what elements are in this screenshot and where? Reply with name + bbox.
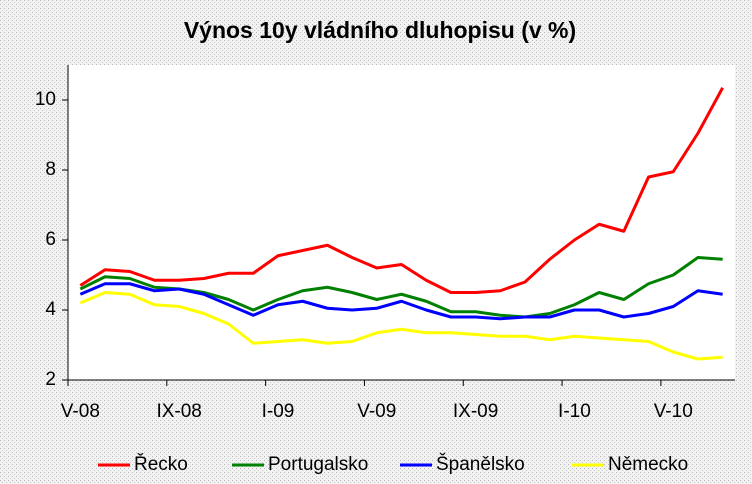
chart-title: Výnos 10y vládního dluhopisu (v %) [184, 17, 576, 43]
x-tick-label: V-09 [357, 401, 396, 422]
y-tick-label: 4 [45, 299, 56, 320]
x-tick-label: I-10 [558, 401, 591, 422]
x-tick-label: IX-09 [453, 401, 498, 422]
x-tick-label: I-09 [262, 401, 295, 422]
series-line [79, 87, 724, 294]
y-tick-label: 6 [45, 229, 56, 250]
y-tick-label: 10 [35, 89, 56, 110]
series-line [79, 291, 723, 361]
legend-label: Španělsko [436, 453, 525, 475]
legend-label: Německo [608, 454, 688, 475]
x-tick-label: V-10 [654, 401, 693, 422]
series-line [79, 282, 723, 321]
plot-area [68, 65, 735, 380]
y-tick-label: 2 [45, 369, 56, 390]
x-tick-label: IX-08 [156, 401, 201, 422]
legend-label: Řecko [134, 453, 188, 475]
y-tick-label: 8 [45, 159, 56, 180]
legend-label: Portugalsko [268, 454, 368, 475]
x-tick-label: V-08 [61, 401, 100, 422]
